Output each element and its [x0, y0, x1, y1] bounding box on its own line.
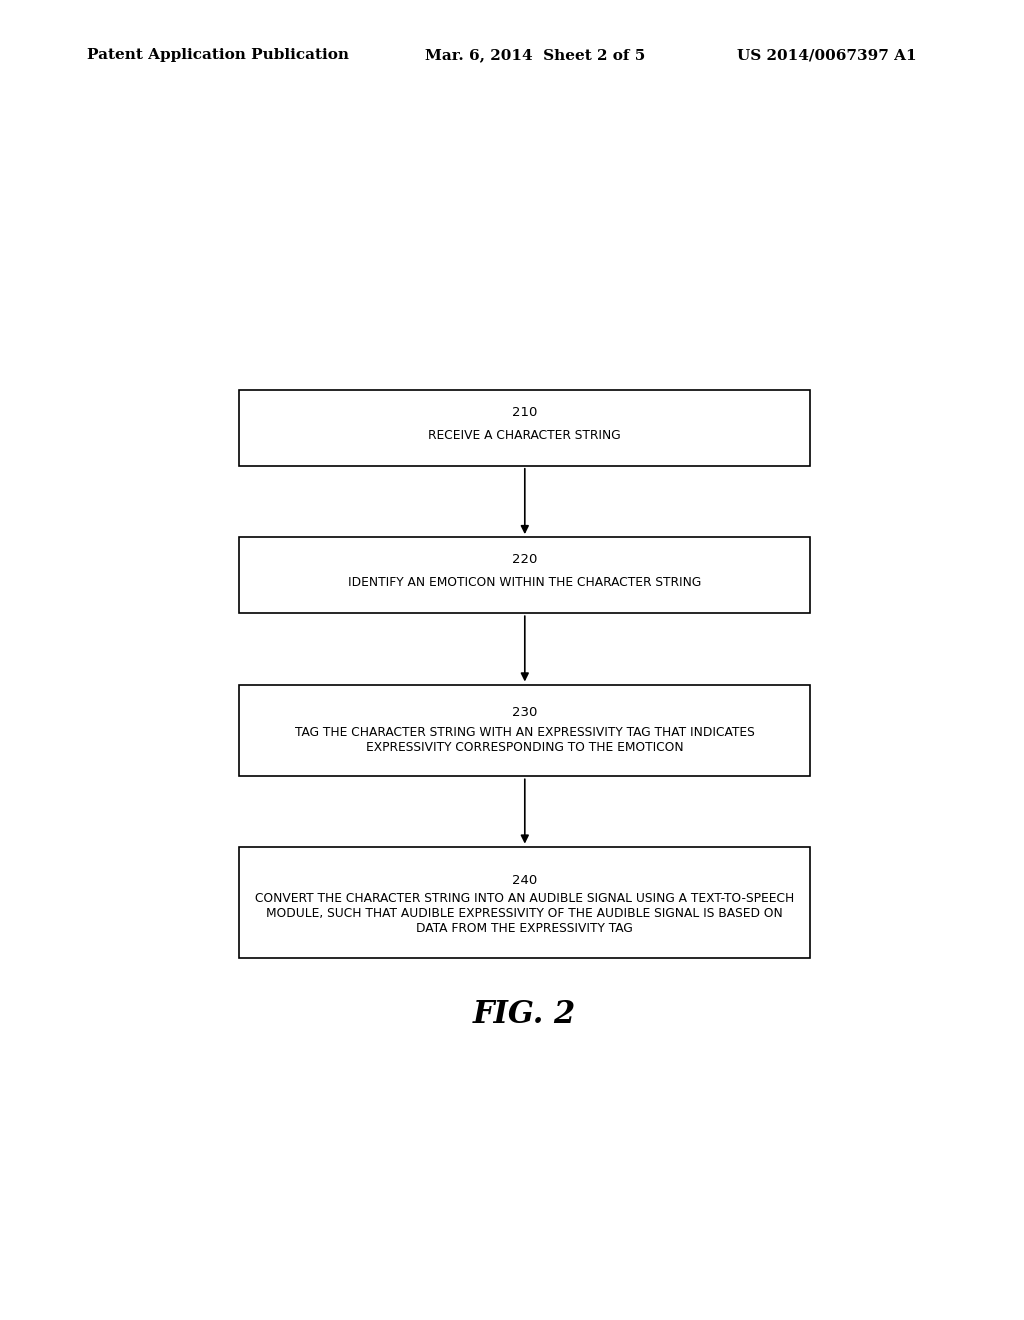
Text: CONVERT THE CHARACTER STRING INTO AN AUDIBLE SIGNAL USING A TEXT-TO-SPEECH
MODUL: CONVERT THE CHARACTER STRING INTO AN AUD… — [255, 892, 795, 935]
Text: US 2014/0067397 A1: US 2014/0067397 A1 — [737, 49, 916, 62]
FancyBboxPatch shape — [240, 846, 811, 958]
FancyBboxPatch shape — [240, 389, 811, 466]
Text: FIG. 2: FIG. 2 — [473, 999, 577, 1030]
FancyBboxPatch shape — [240, 685, 811, 776]
Text: 220: 220 — [512, 553, 538, 566]
Text: RECEIVE A CHARACTER STRING: RECEIVE A CHARACTER STRING — [428, 429, 622, 442]
Text: TAG THE CHARACTER STRING WITH AN EXPRESSIVITY TAG THAT INDICATES
EXPRESSIVITY CO: TAG THE CHARACTER STRING WITH AN EXPRESS… — [295, 726, 755, 754]
Text: Mar. 6, 2014  Sheet 2 of 5: Mar. 6, 2014 Sheet 2 of 5 — [425, 49, 645, 62]
Text: 240: 240 — [512, 874, 538, 887]
Text: Patent Application Publication: Patent Application Publication — [87, 49, 349, 62]
Text: 210: 210 — [512, 407, 538, 418]
Text: 230: 230 — [512, 706, 538, 719]
Text: IDENTIFY AN EMOTICON WITHIN THE CHARACTER STRING: IDENTIFY AN EMOTICON WITHIN THE CHARACTE… — [348, 577, 701, 589]
FancyBboxPatch shape — [240, 537, 811, 614]
